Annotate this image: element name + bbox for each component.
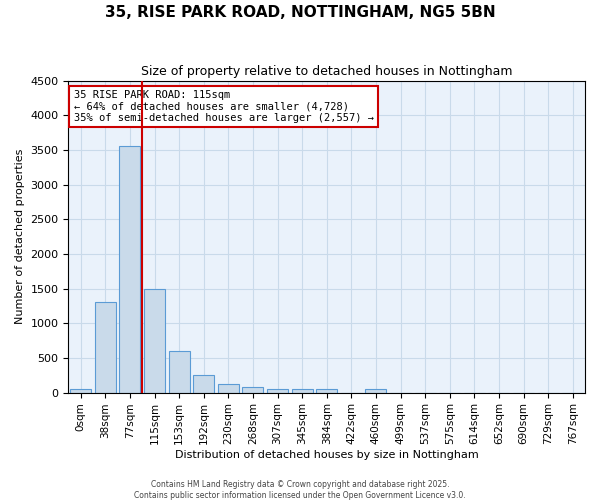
Bar [169,351,190,393]
Text: Contains HM Land Registry data © Crown copyright and database right 2025.
Contai: Contains HM Land Registry data © Crown c… [134,480,466,500]
Bar [144,288,165,393]
Bar [70,389,91,392]
Bar [95,302,116,392]
Bar [218,384,239,392]
Bar [267,389,288,392]
Text: 35 RISE PARK ROAD: 115sqm
← 64% of detached houses are smaller (4,728)
35% of se: 35 RISE PARK ROAD: 115sqm ← 64% of detac… [74,90,374,123]
Bar [365,389,386,392]
Bar [242,387,263,392]
Bar [193,376,214,392]
X-axis label: Distribution of detached houses by size in Nottingham: Distribution of detached houses by size … [175,450,479,460]
Bar [292,389,313,392]
Bar [119,146,140,392]
Text: 35, RISE PARK ROAD, NOTTINGHAM, NG5 5BN: 35, RISE PARK ROAD, NOTTINGHAM, NG5 5BN [104,5,496,20]
Bar [316,389,337,392]
Y-axis label: Number of detached properties: Number of detached properties [15,149,25,324]
Title: Size of property relative to detached houses in Nottingham: Size of property relative to detached ho… [141,65,512,78]
